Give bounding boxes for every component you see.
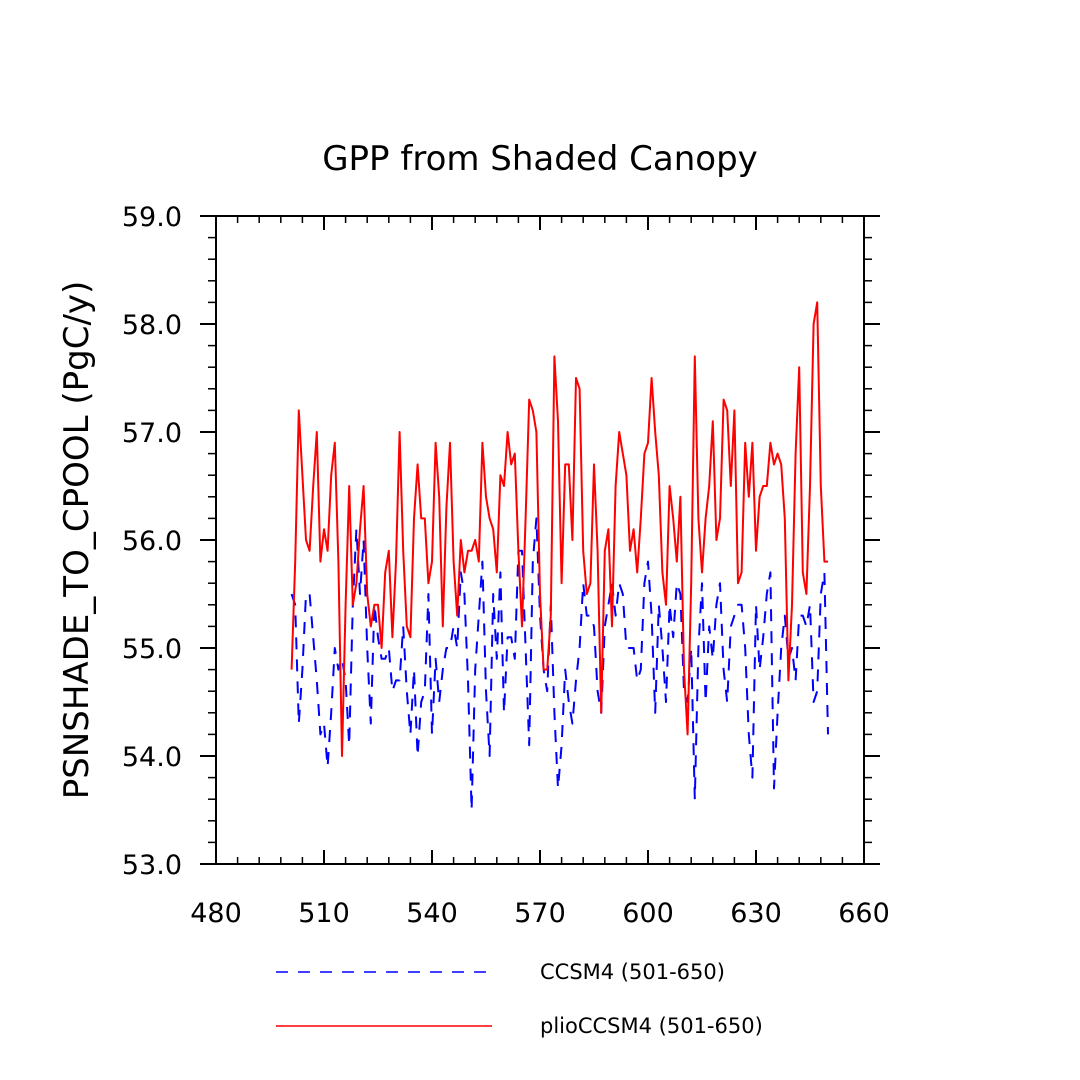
x-tick-label: 570 (514, 898, 566, 929)
x-tick-label: 510 (298, 898, 350, 929)
y-tick-label: 57.0 (122, 418, 182, 449)
y-tick-label: 54.0 (122, 742, 182, 773)
y-tick-label: 53.0 (122, 850, 182, 881)
legend: CCSM4 (501-650) plioCCSM4 (501-650) (276, 960, 763, 1038)
x-tick-label: 630 (730, 898, 782, 929)
series-line-2 (290, 301, 828, 757)
legend-label-2: plioCCSM4 (501-650) (540, 1014, 763, 1038)
axis-ticks (200, 215, 880, 865)
x-tick-label: 660 (838, 898, 890, 929)
y-tick-label: 58.0 (122, 310, 182, 341)
series-lines (290, 301, 829, 811)
legend-label-1: CCSM4 (501-650) (540, 960, 725, 984)
y-tick-label: 55.0 (122, 634, 182, 665)
series-line-1 (290, 517, 829, 811)
y-tick-label: 59.0 (122, 202, 182, 233)
y-axis-label: PSNSHADE_TO_CPOOL (PgC/y) (57, 281, 97, 800)
axis-tick-labels: 480 510 540 570 600 630 660 53.0 54.0 55.0 56.0 57.… (122, 202, 890, 929)
x-tick-label: 600 (622, 898, 674, 929)
x-tick-label: 540 (406, 898, 458, 929)
y-tick-label: 56.0 (122, 526, 182, 557)
x-tick-label: 480 (190, 898, 242, 929)
chart-title: GPP from Shaded Canopy (322, 139, 758, 179)
